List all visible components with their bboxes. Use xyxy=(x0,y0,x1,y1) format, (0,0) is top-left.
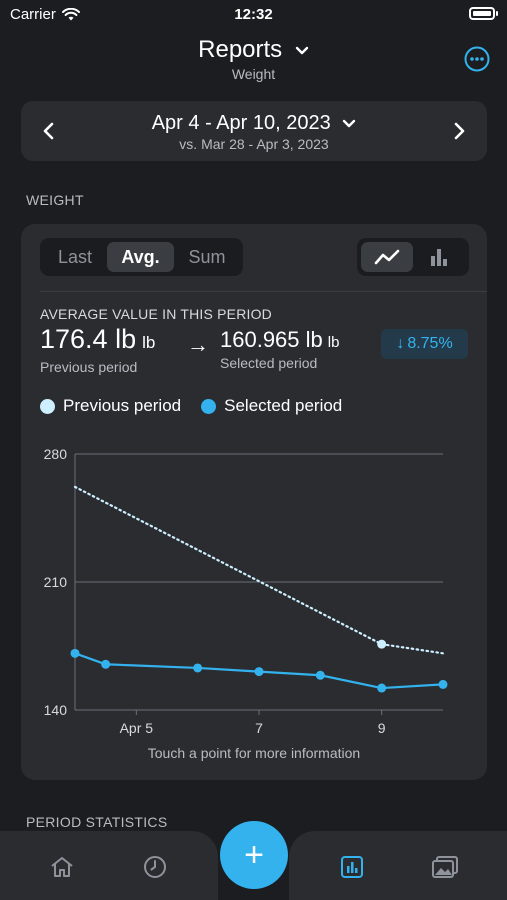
segment-last[interactable]: Last xyxy=(57,247,93,267)
section-label-period-statistics: PERIOD STATISTICS xyxy=(26,814,168,830)
y-tick-label: 280 xyxy=(44,446,68,462)
line-chart-icon xyxy=(374,249,400,265)
report-type-selector[interactable]: Reports xyxy=(0,36,507,64)
previous-average-value: 176.4 lb xyxy=(40,324,137,354)
x-tick-label: 9 xyxy=(378,720,386,736)
x-tick-label: 7 xyxy=(255,720,263,736)
previous-series-line xyxy=(73,485,445,655)
weight-line-chart[interactable]: 280 210 140 Apr 5 7 9 xyxy=(21,442,487,738)
legend-label-previous: Previous period xyxy=(63,396,182,415)
add-button[interactable]: + xyxy=(220,821,288,889)
y-tick-label: 210 xyxy=(44,574,68,590)
segment-sum[interactable]: Sum xyxy=(188,247,226,267)
battery-icon xyxy=(469,7,498,20)
y-tick-label: 140 xyxy=(44,702,68,718)
previous-average: 176.4 lb lb xyxy=(40,324,155,355)
change-value: 8.75% xyxy=(407,335,453,352)
previous-caption: Previous period xyxy=(40,359,138,375)
selected-data-point xyxy=(193,663,203,673)
average-title: AVERAGE VALUE IN THIS PERIOD xyxy=(40,306,272,322)
page-subtitle: Weight xyxy=(231,66,276,82)
line-chart-button[interactable] xyxy=(361,242,413,272)
legend-dot-previous xyxy=(40,398,55,414)
nav-header: Reports Weight xyxy=(0,36,507,86)
weight-card: Last Avg. Sum AVERAGE VALUE IN THIS PERI… xyxy=(21,224,487,780)
selected-data-point xyxy=(315,670,325,680)
selected-average-unit: lb xyxy=(327,334,340,351)
carrier-label: Carrier xyxy=(10,6,56,23)
page-title: Reports xyxy=(198,36,283,63)
tab-history[interactable] xyxy=(141,853,169,881)
date-range-dropdown[interactable]: Apr 4 - Apr 10, 2023 xyxy=(21,112,487,135)
section-label-weight: WEIGHT xyxy=(26,192,84,208)
aggregation-segmented-control: Last Avg. Sum xyxy=(40,238,243,276)
tab-bar-right xyxy=(289,831,507,900)
chevron-down-icon xyxy=(295,46,309,54)
date-range-selector: Apr 4 - Apr 10, 2023 vs. Mar 28 - Apr 3,… xyxy=(21,101,487,161)
chevron-left-icon[interactable] xyxy=(39,121,59,141)
segment-avg[interactable]: Avg. xyxy=(107,242,174,272)
x-tick-label: Apr 5 xyxy=(120,720,154,736)
status-bar: Carrier 12:32 xyxy=(0,0,507,30)
gallery-icon xyxy=(432,856,458,878)
selected-data-point xyxy=(101,659,111,669)
selected-data-point xyxy=(377,683,387,693)
tab-bar-left xyxy=(0,831,218,900)
tab-home[interactable] xyxy=(48,853,76,881)
card-divider xyxy=(40,291,487,292)
reports-icon xyxy=(341,856,363,878)
home-icon xyxy=(51,857,73,877)
tab-reports[interactable] xyxy=(338,853,366,881)
history-icon xyxy=(144,856,166,878)
chevron-right-icon[interactable] xyxy=(449,121,469,141)
chart-legend: Previous period Selected period xyxy=(40,395,362,417)
chart-type-toggle xyxy=(357,238,469,276)
selected-average: 160.965 lb lb xyxy=(220,327,339,353)
selected-data-point xyxy=(438,679,448,689)
arrow-right-icon: → xyxy=(187,332,209,357)
legend-dot-selected xyxy=(201,398,217,414)
previous-data-point xyxy=(377,639,387,649)
selected-data-point xyxy=(254,667,264,677)
chevron-down-icon xyxy=(343,119,356,127)
legend-selected: Selected period xyxy=(201,396,342,416)
previous-average-unit: lb xyxy=(142,333,156,352)
selected-caption: Selected period xyxy=(220,355,318,371)
arrow-down-icon: ↓ xyxy=(396,335,405,352)
more-options-icon[interactable] xyxy=(464,46,490,72)
compare-range-label: vs. Mar 28 - Apr 3, 2023 xyxy=(179,136,329,152)
legend-previous: Previous period xyxy=(40,396,181,416)
wifi-icon xyxy=(61,8,80,21)
chart-hint: Touch a point for more information xyxy=(147,745,361,761)
tab-bar xyxy=(0,831,507,900)
tab-gallery[interactable] xyxy=(431,853,459,881)
legend-label-selected: Selected period xyxy=(224,396,343,415)
carrier-info: Carrier xyxy=(10,6,80,23)
bar-chart-icon xyxy=(431,249,447,266)
status-time: 12:32 xyxy=(234,6,273,23)
selected-average-value: 160.965 lb xyxy=(220,327,323,352)
date-range-label: Apr 4 - Apr 10, 2023 xyxy=(151,112,331,134)
selected-data-point xyxy=(70,648,80,658)
change-badge: ↓ 8.75% xyxy=(381,329,468,359)
bar-chart-button[interactable] xyxy=(413,242,465,272)
